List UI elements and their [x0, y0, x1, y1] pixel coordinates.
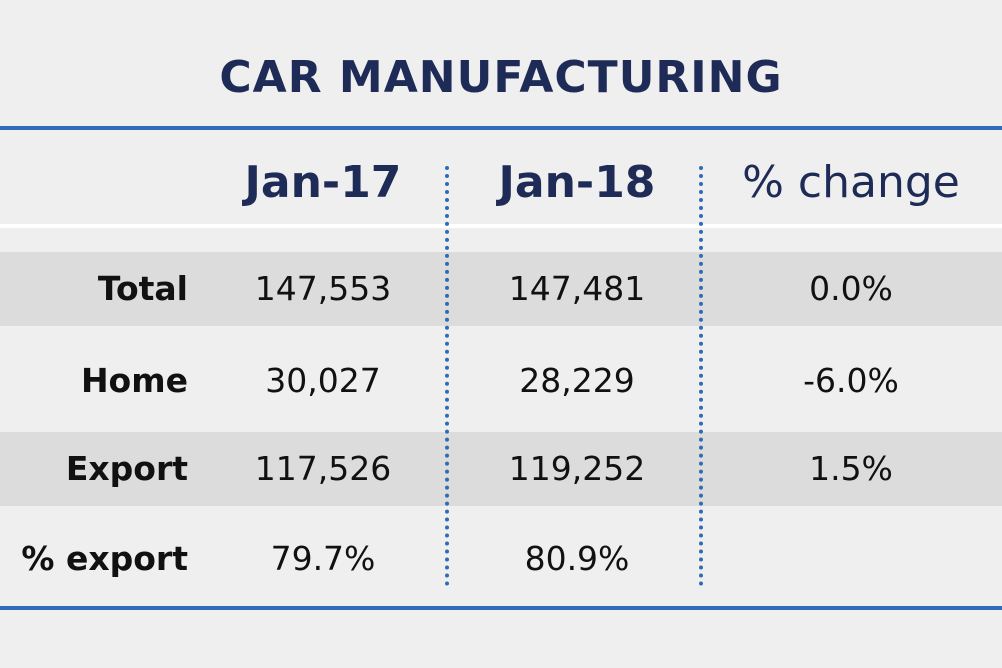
cell-total-jan18: 147,481	[508, 269, 646, 308]
bottom-band	[0, 610, 1002, 668]
row-label-pct-export: % export	[21, 539, 188, 578]
cell-export-jan18: 119,252	[508, 449, 646, 488]
row-label-home: Home	[80, 361, 188, 400]
column-header-pct-change: % change	[742, 157, 960, 208]
column-separator-2	[699, 166, 703, 586]
cell-total-change: 0.0%	[809, 269, 893, 308]
top-rule	[0, 126, 1002, 130]
cell-export-jan17: 117,526	[254, 449, 392, 488]
cell-pct-export-change	[720, 522, 982, 596]
row-label-total: Total	[97, 269, 188, 308]
cell-pct-export-jan17: 79.7%	[270, 539, 376, 578]
column-separator-1	[445, 166, 449, 586]
column-header-jan17: Jan-17	[244, 157, 402, 208]
header-band	[0, 130, 1002, 224]
column-header-jan18: Jan-18	[498, 157, 656, 208]
cell-home-jan18: 28,229	[519, 361, 635, 400]
row-label-export: Export	[65, 449, 188, 488]
cell-total-jan17: 147,553	[254, 269, 392, 308]
cell-pct-export-jan18: 80.9%	[524, 539, 630, 578]
cell-home-change: -6.0%	[803, 361, 899, 400]
bottom-rule	[0, 606, 1002, 610]
row-band-export	[0, 432, 1002, 506]
cell-home-jan17: 30,027	[265, 361, 381, 400]
row-band-total	[0, 252, 1002, 326]
page-title: CAR MANUFACTURING	[219, 52, 783, 103]
header-gap	[0, 224, 1002, 228]
cell-export-change: 1.5%	[809, 449, 893, 488]
